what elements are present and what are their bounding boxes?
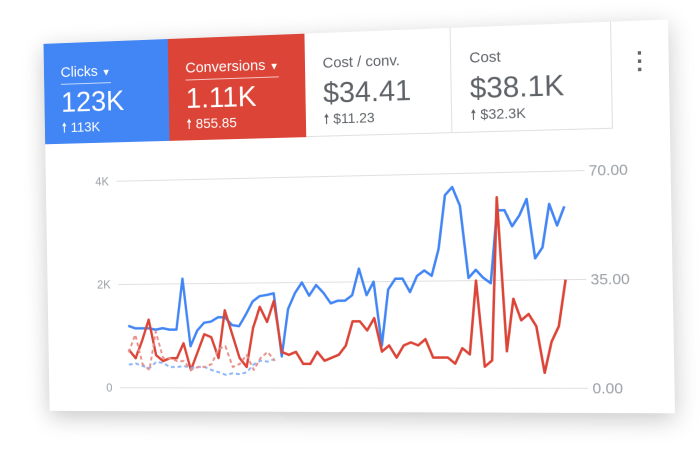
caret-down-icon[interactable]: ▼ [269,61,280,73]
performance-card: Clicks ▼ 123K 🠕 113K Conversions ▼ 1.11K 🠕 … [43,19,676,414]
metric-value: 123K [60,85,125,119]
metric-label: Cost [469,48,501,67]
gridline [120,388,588,389]
right-tick-label: 0.00 [592,381,623,398]
metric-value: $34.41 [322,74,412,110]
series-line-1 [126,196,567,373]
metric-tile-3[interactable]: Cost $38.1K 🠕 $32.3K [450,21,613,134]
arrow-up-icon: 🠕 [470,106,477,123]
left-tick-label: 0 [106,382,113,395]
right-tick-label: 35.00 [590,271,630,288]
metric-delta: 🠕 $11.23 [323,109,375,127]
metric-value: $38.1K [469,69,565,106]
metric-label[interactable]: Conversions ▼ [185,56,280,81]
more-vert-icon[interactable]: · · · [635,40,645,83]
metric-value: 1.11K [185,81,257,115]
metric-delta: 🠕 $32.3K [470,104,526,123]
more-menu-button[interactable]: · · · [611,19,670,128]
metric-tile-0[interactable]: Clicks ▼ 123K 🠕 113K [43,39,170,145]
metric-delta: 🠕 855.85 [186,114,237,132]
metric-tile-2[interactable]: Cost / conv. $34.41 🠕 $11.23 [304,27,453,138]
arrow-up-icon: 🠕 [186,115,193,132]
metric-label[interactable]: Clicks ▼ [60,62,111,85]
metric-delta: 🠕 113K [61,118,101,136]
left-tick-label: 4K [95,175,109,188]
gridline [116,171,584,182]
arrow-up-icon: 🠕 [61,119,68,136]
arrow-up-icon: 🠕 [323,110,330,127]
left-tick-label: 2K [97,279,111,292]
gridline [118,279,586,284]
caret-down-icon[interactable]: ▼ [101,67,111,79]
right-tick-label: 70.00 [588,162,628,180]
metric-label: Cost / conv. [322,52,401,72]
line-chart: 0 0.00 2K 35.00 4K 70.00 [95,162,630,398]
metric-tile-1[interactable]: Conversions ▼ 1.11K 🠕 855.85 [167,33,307,141]
metric-tiles: Clicks ▼ 123K 🠕 113K Conversions ▼ 1.11K 🠕 … [43,19,670,145]
